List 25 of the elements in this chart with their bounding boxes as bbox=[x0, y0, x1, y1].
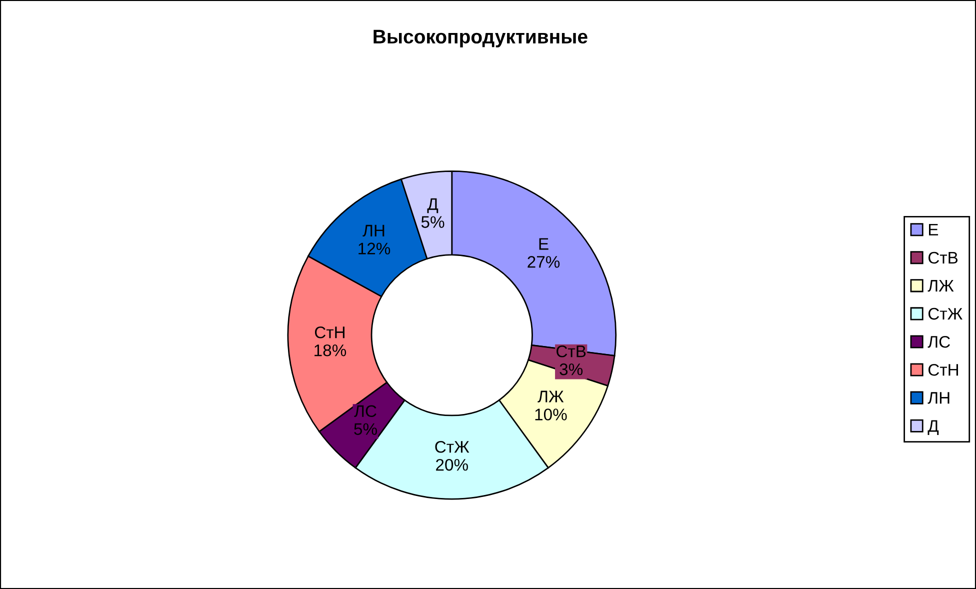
data-label: 12% bbox=[358, 242, 390, 254]
data-label: 20% bbox=[436, 458, 468, 471]
legend-label: Е bbox=[929, 224, 938, 236]
legend-label: СтН bbox=[928, 364, 958, 376]
slice-label: Д bbox=[427, 198, 438, 214]
slice-label: ЛН bbox=[362, 224, 384, 236]
data-label: 5% bbox=[354, 423, 377, 435]
chart-title: Высокопродуктивные bbox=[374, 30, 588, 48]
data-label: 5% bbox=[421, 216, 444, 228]
slice-label: ЛЖ bbox=[538, 390, 564, 402]
legend-label: ЛН bbox=[928, 392, 950, 404]
slice-label: СтЖ bbox=[435, 440, 470, 453]
legend-label: ЛЖ bbox=[928, 280, 954, 292]
data-label: 18% bbox=[314, 344, 346, 356]
data-label: 27% bbox=[528, 256, 560, 268]
slice-label: СтН bbox=[314, 326, 344, 338]
slice-label: ЛС bbox=[354, 405, 376, 418]
legend-label: СтВ bbox=[928, 252, 958, 264]
legend-label: Д bbox=[928, 420, 939, 436]
data-label: 10% bbox=[535, 408, 567, 420]
slice-label: Е bbox=[539, 238, 548, 250]
legend-label: ЛС bbox=[928, 336, 950, 348]
legend-label: СтЖ bbox=[928, 308, 962, 320]
slice-label: СтВ bbox=[556, 345, 586, 358]
data-label: 3% bbox=[560, 363, 583, 376]
